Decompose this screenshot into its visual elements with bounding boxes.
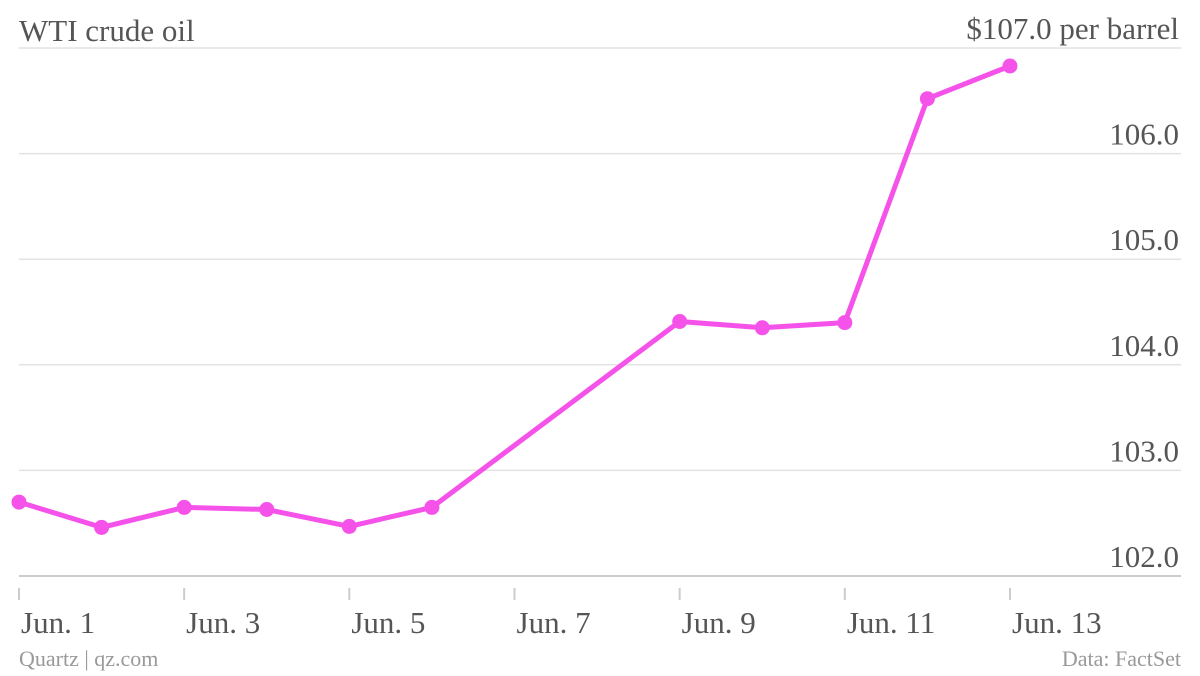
y-tick-label: $107.0 per barrel bbox=[966, 11, 1179, 46]
y-tick-label: 105.0 bbox=[1109, 222, 1179, 257]
data-point bbox=[837, 315, 853, 331]
x-axis-labels: Jun. 1 Jun. 3 Jun. 5 Jun. 7 Jun. 9 Jun. 11 Jun… bbox=[21, 605, 1102, 640]
y-axis: 102.0 103.0 104.0 105.0 106.0 $107.0 per barr… bbox=[966, 11, 1179, 574]
x-axis bbox=[18, 588, 1011, 600]
data-point bbox=[672, 314, 688, 329]
x-tick-label: Jun. 13 bbox=[1012, 605, 1102, 640]
x-tick-label: Jun. 9 bbox=[682, 605, 756, 640]
data-point bbox=[1002, 58, 1018, 74]
x-tick-label: Jun. 11 bbox=[847, 605, 935, 640]
series-line bbox=[16, 63, 1013, 530]
data-point bbox=[754, 320, 770, 336]
chart-title: WTI crude oil bbox=[19, 13, 195, 48]
x-tick-label: Jun. 5 bbox=[351, 605, 425, 640]
series-wti bbox=[11, 58, 1018, 535]
data-point bbox=[919, 91, 935, 107]
y-tick-label: 104.0 bbox=[1109, 328, 1179, 363]
grid-lines bbox=[19, 47, 1181, 577]
data-point bbox=[341, 518, 357, 534]
footer-credit: Quartz | qz.com bbox=[19, 646, 159, 671]
y-tick-label: 102.0 bbox=[1109, 539, 1179, 574]
x-tick-label: Jun. 3 bbox=[186, 605, 260, 640]
data-point bbox=[176, 499, 192, 515]
x-tick-label: Jun. 7 bbox=[517, 605, 591, 640]
data-point bbox=[259, 502, 275, 517]
y-tick-label: 106.0 bbox=[1109, 117, 1179, 152]
y-tick-label: 103.0 bbox=[1109, 433, 1179, 468]
data-point bbox=[424, 499, 440, 515]
x-tick-label: Jun. 1 bbox=[21, 605, 95, 640]
data-point bbox=[94, 519, 110, 535]
data-point bbox=[11, 494, 27, 510]
footer-source: Data: FactSet bbox=[1061, 646, 1181, 671]
